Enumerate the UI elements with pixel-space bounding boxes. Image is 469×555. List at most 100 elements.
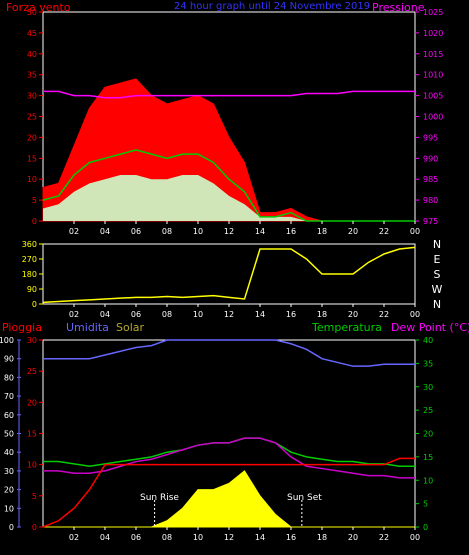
direction-line <box>42 246 416 304</box>
top-x-tick-label: 18 <box>317 227 327 236</box>
right-tick-label: 1020 <box>423 29 443 38</box>
left-tick-label: 15 <box>27 154 37 163</box>
right-tick-label: 985 <box>423 175 438 184</box>
rain-tick-label: 25 <box>27 367 37 376</box>
compass-label: S <box>434 268 441 281</box>
temp-tick-label: 20 <box>423 430 433 439</box>
humidity-label: Umidita <box>66 321 109 334</box>
top-x-tick-label: 14 <box>255 227 265 236</box>
direction-tick-label: 180 <box>22 270 37 279</box>
compass-label: N <box>433 298 441 311</box>
middle-x-tick-label: 06 <box>131 310 141 319</box>
rain-tick-label: 5 <box>32 492 37 501</box>
top-x-tick-label: 00 <box>410 227 420 236</box>
middle-x-tick-label: 20 <box>348 310 358 319</box>
rain-label: Pioggia <box>2 321 42 334</box>
left-tick-label: 30 <box>27 92 37 101</box>
rain-tick-label: 15 <box>27 430 37 439</box>
top-x-tick-label: 08 <box>162 227 172 236</box>
series-line-rain <box>42 457 415 528</box>
middle-panel-frame <box>42 243 416 305</box>
left-tick-label: 0 <box>32 217 37 226</box>
top-x-tick-label: 02 <box>69 227 79 236</box>
humidity-tick-label: 40 <box>4 448 14 457</box>
direction-tick-label: 360 <box>22 240 37 249</box>
dewpoint-label: Dew Point (°C) <box>391 321 469 334</box>
right-tick-label: 1000 <box>423 113 443 122</box>
left-tick-label: 45 <box>27 29 37 38</box>
direction-tick-label: 270 <box>22 255 37 264</box>
bottom-x-tick-label: 04 <box>100 533 110 542</box>
middle-x-tick-label: 18 <box>317 310 327 319</box>
temp-tick-label: 15 <box>423 453 433 462</box>
right-tick-label: 1015 <box>423 50 443 59</box>
bottom-x-tick-label: 20 <box>348 533 358 542</box>
solar-area <box>43 470 415 528</box>
top-x-tick-label: 10 <box>193 227 203 236</box>
pressure-label: Pressione <box>372 1 425 14</box>
solar-label: Solar <box>116 321 145 334</box>
humidity-tick-label: 50 <box>4 430 14 439</box>
temp-tick-label: 5 <box>423 500 428 509</box>
middle-x-tick-label: 02 <box>69 310 79 319</box>
humidity-tick-label: 0 <box>9 523 14 532</box>
left-tick-label: 20 <box>27 133 37 142</box>
middle-x-tick-label: 22 <box>379 310 389 319</box>
right-tick-label: 1025 <box>423 8 443 17</box>
right-tick-label: 995 <box>423 133 438 142</box>
wind-label: Forza vento <box>6 1 71 14</box>
temp-tick-label: 40 <box>423 336 433 345</box>
bottom-x-tick-label: 16 <box>286 533 296 542</box>
chart-title: 24 hour graph until 24 Novembre 2019 <box>174 1 370 12</box>
left-tick-label: 25 <box>27 113 37 122</box>
top-x-tick-label: 22 <box>379 227 389 236</box>
temp-tick-label: 0 <box>423 523 428 532</box>
top-x-tick-label: 12 <box>224 227 234 236</box>
direction-tick-label: 0 <box>32 300 37 309</box>
left-tick-label: 50 <box>27 8 37 17</box>
right-tick-label: 980 <box>423 196 438 205</box>
sun-rise-label: Sun Rise <box>140 493 179 503</box>
middle-x-tick-label: 12 <box>224 310 234 319</box>
temp-tick-label: 25 <box>423 406 433 415</box>
top-x-tick-label: 04 <box>100 227 110 236</box>
direction-tick-label: 90 <box>27 285 37 294</box>
left-tick-label: 10 <box>27 175 37 184</box>
humidity-tick-label: 100 <box>0 336 14 345</box>
humidity-tick-label: 10 <box>4 504 14 513</box>
middle-x-tick-label: 14 <box>255 310 265 319</box>
humidity-tick-label: 70 <box>4 392 14 401</box>
compass-label: N <box>433 238 441 251</box>
compass-label: E <box>434 253 441 266</box>
rain-tick-label: 30 <box>27 336 37 345</box>
bottom-x-tick-label: 00 <box>410 533 420 542</box>
pressure-line <box>43 90 415 99</box>
humidity-tick-label: 80 <box>4 373 14 382</box>
bottom-x-tick-label: 08 <box>162 533 172 542</box>
bottom-x-tick-label: 12 <box>224 533 234 542</box>
middle-x-tick-label: 04 <box>100 310 110 319</box>
middle-x-tick-label: 16 <box>286 310 296 319</box>
sun-set-label: Sun Set <box>287 493 322 503</box>
bottom-x-tick-label: 14 <box>255 533 265 542</box>
top-x-tick-label: 16 <box>286 227 296 236</box>
right-tick-label: 1010 <box>423 71 443 80</box>
right-tick-label: 990 <box>423 154 438 163</box>
rain-tick-label: 0 <box>32 523 37 532</box>
left-tick-label: 40 <box>27 50 37 59</box>
top-x-tick-label: 20 <box>348 227 358 236</box>
humidity-tick-label: 30 <box>4 467 14 476</box>
wind-low-area <box>43 175 415 221</box>
bottom-x-tick-label: 18 <box>317 533 327 542</box>
temperature-label: Temperatura <box>311 321 382 334</box>
left-tick-label: 35 <box>27 71 37 80</box>
temp-tick-label: 30 <box>423 383 433 392</box>
series-line-humidity <box>43 339 415 367</box>
compass-label: W <box>432 283 443 296</box>
bottom-x-tick-label: 10 <box>193 533 203 542</box>
bottom-x-tick-label: 02 <box>69 533 79 542</box>
middle-x-tick-label: 00 <box>410 310 420 319</box>
bottom-x-tick-label: 22 <box>379 533 389 542</box>
temp-tick-label: 35 <box>423 359 433 368</box>
humidity-tick-label: 20 <box>4 486 14 495</box>
